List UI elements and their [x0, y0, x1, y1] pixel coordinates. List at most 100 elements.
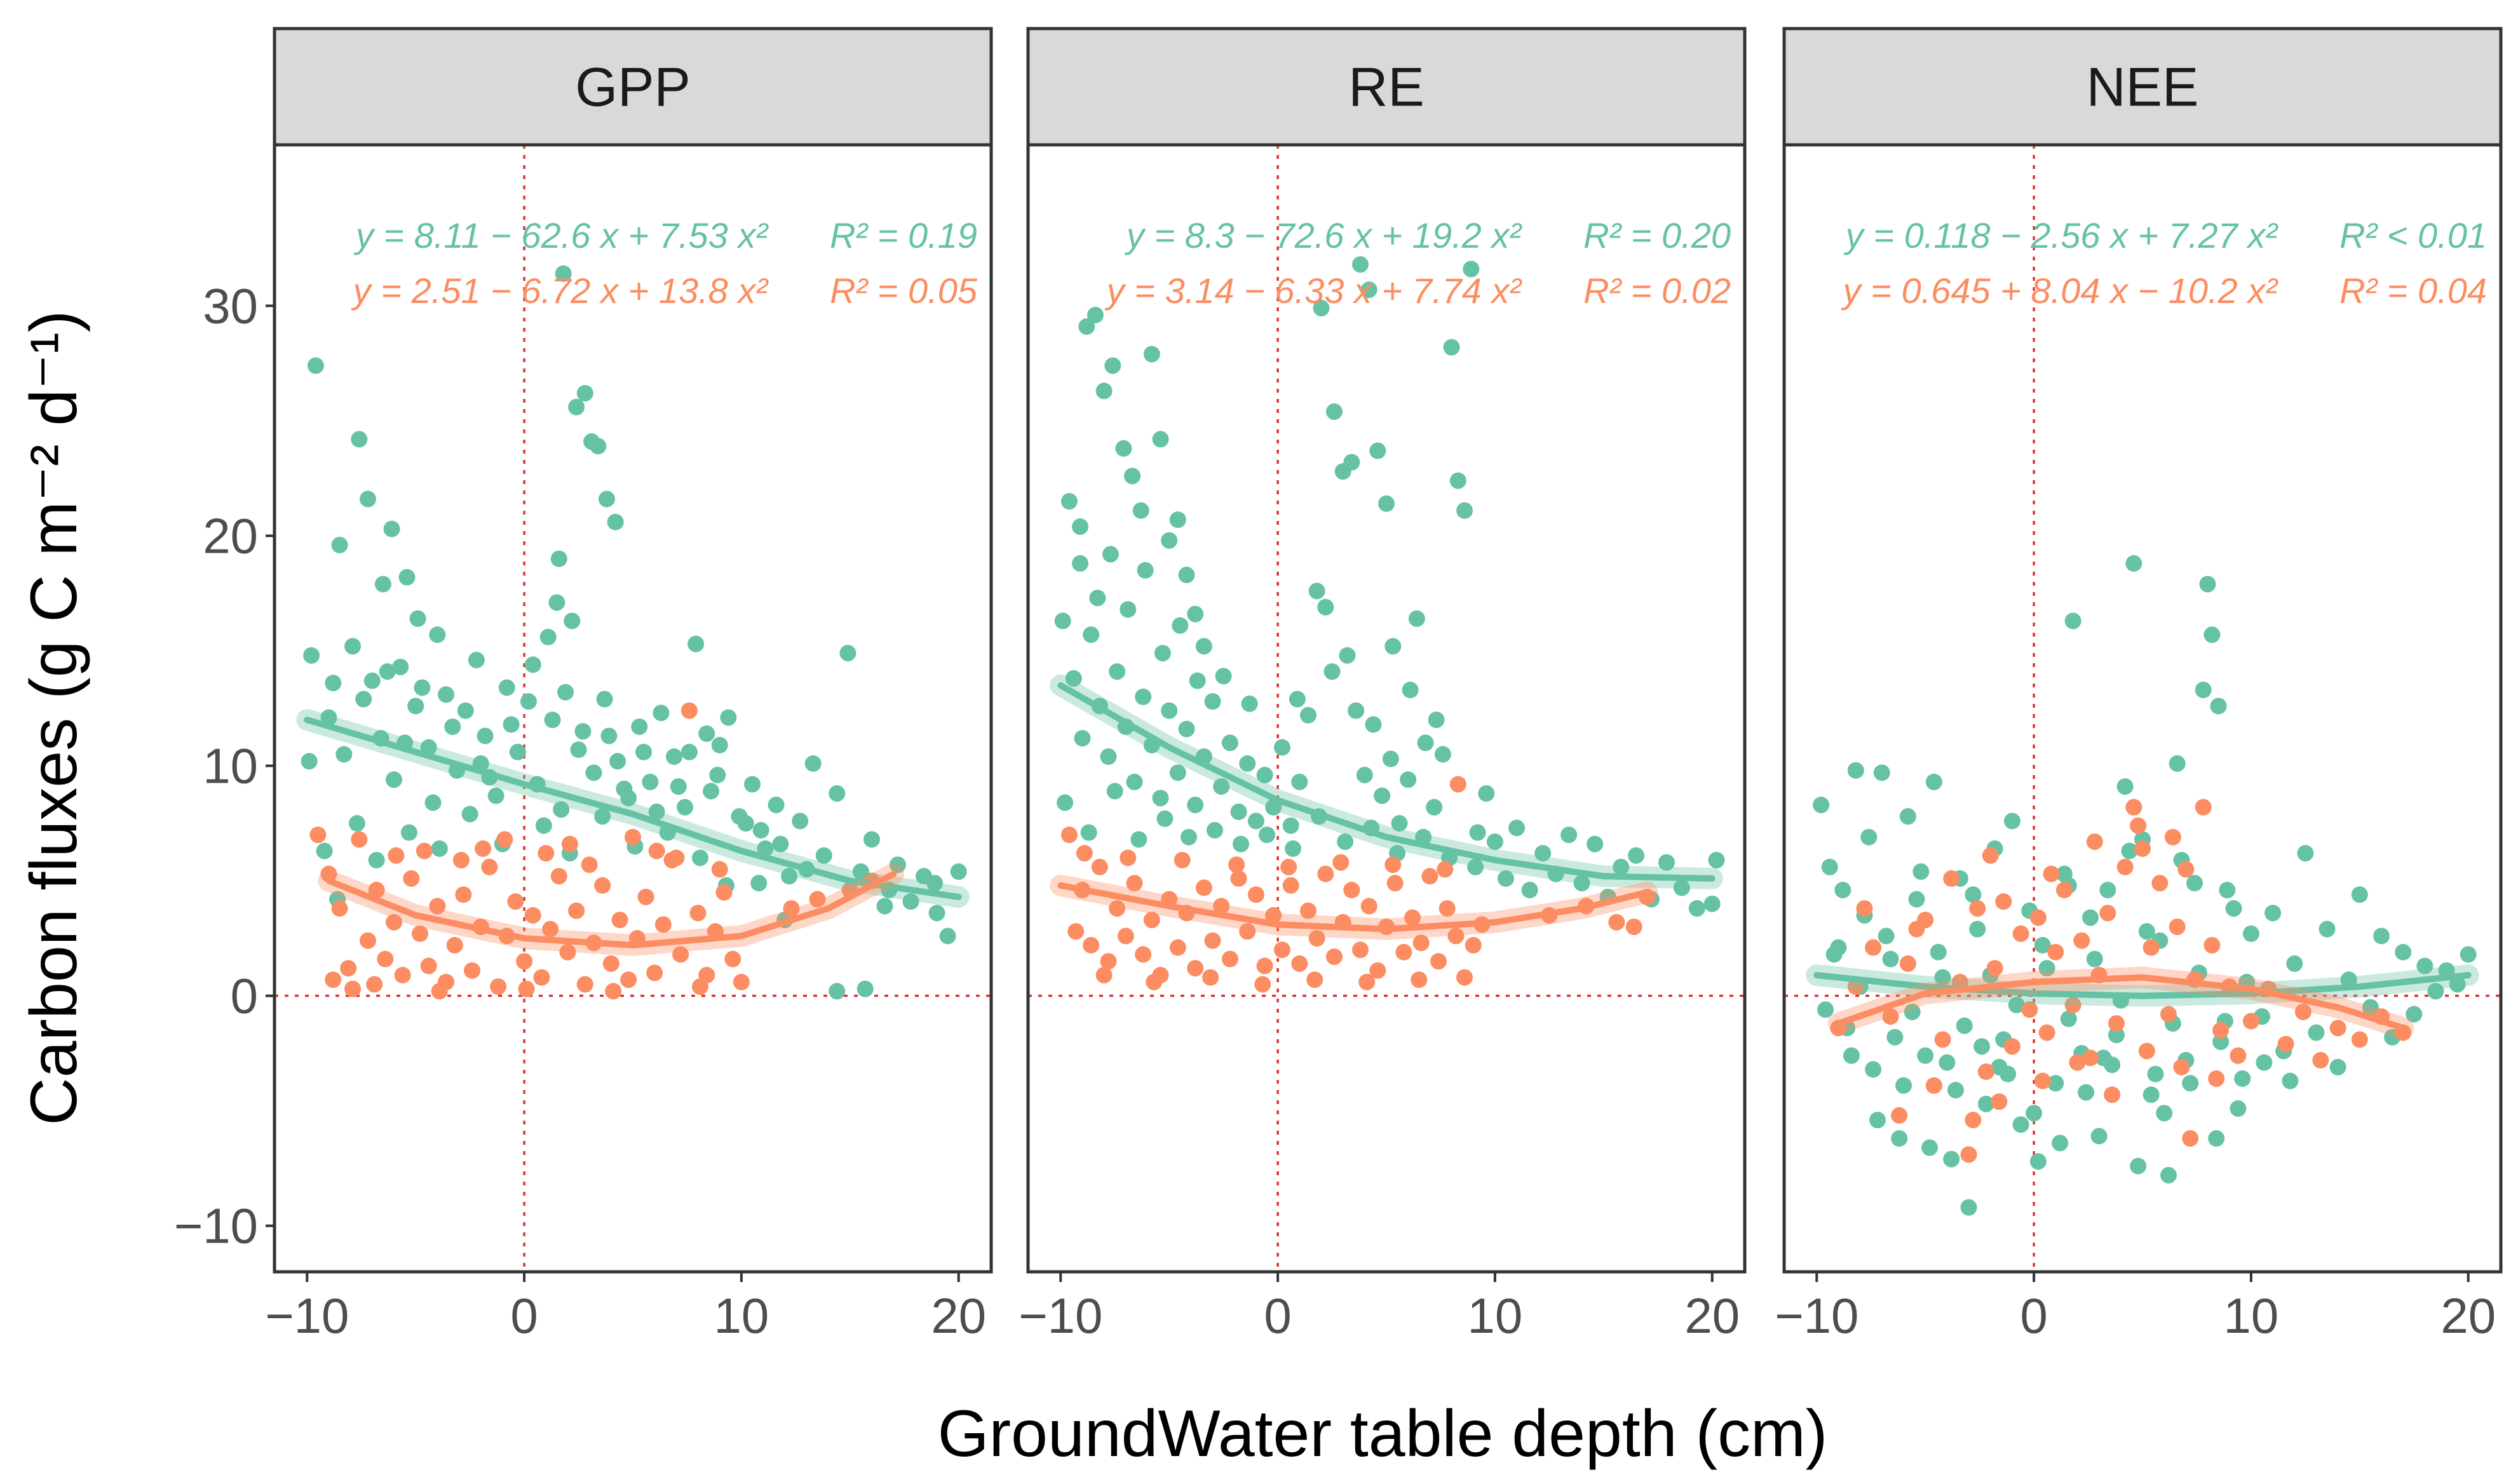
teal-fit-r2: R² = 0.20 [1583, 215, 1731, 255]
facet-panel-re: RE y = 8.3 − 72.6 x + 19.2 x² R² = 0.20 y =… [1019, 27, 1747, 1344]
data-point-orange [2151, 875, 2169, 892]
data-point-orange [2169, 918, 2186, 935]
data-point-teal [568, 398, 585, 415]
data-point-orange [1120, 849, 1137, 867]
data-point-orange [412, 925, 429, 942]
data-point-teal [2318, 921, 2336, 938]
data-point-orange [475, 840, 492, 857]
data-point-orange [1282, 877, 1299, 894]
data-point-orange [507, 893, 524, 910]
data-point-orange [1280, 858, 1297, 875]
data-point-orange [2034, 1072, 2051, 1089]
data-point-orange [680, 702, 698, 719]
data-point-orange [691, 978, 708, 995]
data-point-orange [516, 953, 533, 970]
data-point-teal [1434, 746, 1451, 763]
data-point-orange [1437, 861, 1454, 878]
data-point-orange [331, 900, 348, 917]
x-tick-label: −10 [265, 1288, 349, 1344]
facet-panel-gpp: GPP y = 8.11 − 62.6 x + 7.53 x² R² = 0.19 y… [265, 27, 993, 1344]
data-point-orange [1411, 971, 1428, 988]
data-point-orange [340, 960, 357, 977]
data-point-orange [1438, 900, 1456, 917]
data-point-teal [1356, 766, 1373, 783]
data-point-orange [386, 914, 402, 931]
data-point-teal [414, 679, 431, 696]
data-point-teal [1178, 567, 1195, 584]
data-point-teal [2182, 1075, 2199, 1092]
data-point-orange [611, 912, 628, 929]
data-point-orange [2086, 833, 2103, 850]
data-point-orange [2099, 905, 2116, 922]
data-point-teal [2210, 698, 2227, 715]
data-point-teal [316, 842, 333, 860]
data-point-orange [1899, 955, 1916, 972]
data-point-teal [1817, 1001, 1834, 1018]
data-point-teal [400, 824, 417, 841]
data-point-teal [2297, 845, 2314, 862]
data-point-orange [568, 902, 585, 919]
plot-area [1028, 145, 1745, 1272]
data-point-teal [1965, 886, 1982, 903]
data-point-orange [377, 950, 394, 968]
data-point-teal [2340, 971, 2357, 988]
data-point-teal [1323, 663, 1341, 680]
data-point-teal [1325, 403, 1343, 420]
orange-fit-equation: y = 0.645 + 8.04 x − 10.2 x² [1841, 271, 2279, 311]
teal-fit-equation: y = 8.11 − 62.6 x + 7.53 x² [353, 215, 769, 255]
data-point-teal [2362, 999, 2379, 1016]
data-point-teal [429, 626, 446, 644]
data-point-teal [335, 746, 353, 763]
data-point-orange [1977, 1063, 1994, 1081]
data-point-teal [1215, 668, 1232, 685]
data-point-teal [2416, 957, 2433, 975]
x-tick-label: 10 [2224, 1288, 2279, 1344]
data-point-teal [1317, 598, 1334, 616]
data-point-orange [1126, 875, 1143, 892]
data-point-teal [348, 815, 365, 832]
data-point-teal [557, 684, 574, 701]
data-point-teal [2012, 1116, 2029, 1133]
data-point-teal [570, 741, 587, 759]
data-point-teal [1886, 1029, 1904, 1046]
data-point-teal [1921, 1139, 1939, 1156]
data-point-orange [1412, 934, 1430, 952]
data-point-teal [1124, 468, 1141, 485]
data-point-orange [490, 978, 507, 995]
data-point-teal [670, 778, 687, 795]
data-point-teal [711, 736, 728, 753]
data-point-orange [2108, 1015, 2125, 1032]
data-point-teal [1161, 702, 1178, 719]
data-point-teal [1259, 826, 1275, 844]
data-point-teal [553, 801, 570, 818]
data-point-teal [2373, 928, 2390, 945]
data-point-orange [1195, 879, 1212, 896]
data-point-teal [424, 794, 442, 811]
data-point-orange [1908, 921, 1925, 938]
data-point-teal [2090, 1128, 2108, 1145]
teal-fit-r2: R² < 0.01 [2339, 215, 2487, 255]
data-point-teal [2256, 1054, 2273, 1071]
data-point-orange [2021, 1001, 2038, 1018]
data-point-orange [2038, 1024, 2055, 1041]
y-tick-label: 30 [203, 278, 258, 334]
data-point-orange [1925, 1077, 1942, 1094]
data-point-orange [1384, 856, 1402, 874]
data-point-teal [2038, 960, 2055, 977]
panel-border [1782, 143, 2503, 1274]
data-point-teal [351, 431, 368, 448]
data-point-orange [2134, 840, 2151, 857]
data-point-orange [2142, 939, 2160, 956]
data-point-orange [559, 943, 576, 961]
data-point-orange [2043, 865, 2060, 882]
data-point-teal [498, 679, 515, 696]
data-point-orange [576, 976, 593, 993]
data-point-teal [2230, 1100, 2247, 1117]
data-point-teal [2264, 905, 2282, 922]
data-point-orange [561, 835, 578, 853]
orange-fit-equation: y = 3.14 − 6.33 x + 7.74 x² [1104, 271, 1523, 311]
data-point-teal [1869, 1112, 1886, 1129]
data-point-teal [555, 265, 572, 282]
data-point-teal [1137, 562, 1154, 579]
data-point-teal [1908, 891, 1925, 908]
